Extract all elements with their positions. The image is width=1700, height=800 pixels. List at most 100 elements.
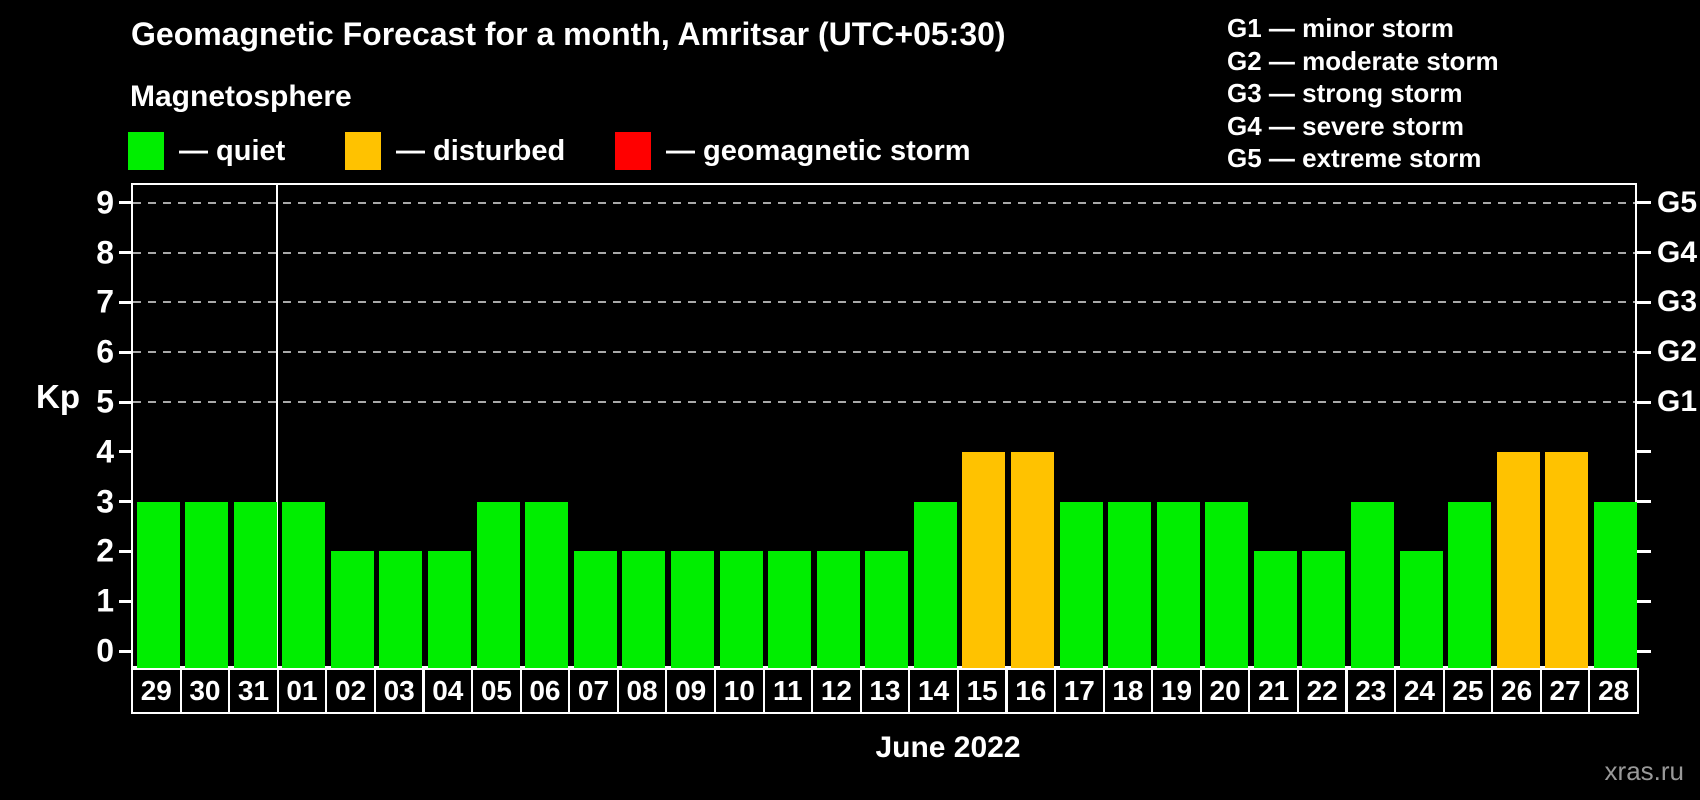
y-tick-label-4: 4 [96, 433, 114, 470]
kp-bar-day-30 [185, 501, 229, 668]
y-axis-tick-left-3 [119, 500, 131, 504]
y-axis-tick-right-4 [1637, 450, 1651, 454]
magnetosphere-label: Magnetosphere [130, 80, 352, 113]
day-label-04: 04 [422, 668, 474, 714]
day-label-31: 31 [228, 668, 279, 714]
day-label-14: 14 [908, 668, 959, 714]
day-label-03: 03 [373, 668, 425, 714]
day-label-16: 16 [1005, 668, 1057, 714]
day-label-15: 15 [956, 668, 1008, 714]
kp-bar-day-14 [913, 501, 957, 668]
g-axis-label-g1: G1 [1657, 385, 1698, 418]
kp-bar-day-24 [1399, 551, 1443, 668]
day-label-06: 06 [519, 668, 571, 714]
kp-bar-day-19 [1156, 501, 1200, 668]
y-axis-tick-right-0 [1637, 649, 1651, 653]
kp-bar-day-12 [816, 551, 860, 668]
legend-item-disturbed: — disturbed [345, 131, 565, 171]
y-axis-tick-left-1 [119, 599, 131, 603]
g-legend-line-g2: G2 — moderate storm [1227, 45, 1499, 76]
kp-bar-day-26 [1496, 451, 1540, 668]
y-axis-tick-left-2 [119, 549, 131, 553]
kp-bar-day-20 [1205, 501, 1249, 668]
kp-bar-day-16 [1011, 451, 1054, 668]
y-axis-tick-left-7 [119, 300, 131, 304]
y-axis-tick-right-7 [1637, 300, 1651, 304]
y-axis-tick-left-4 [119, 450, 131, 454]
quiet-color-swatch [128, 132, 164, 170]
y-axis-tick-left-5 [119, 400, 131, 404]
legend-item-storm: — geomagnetic storm [615, 131, 971, 171]
y-tick-label-2: 2 [96, 532, 114, 569]
day-label-25: 25 [1442, 668, 1494, 714]
day-label-22: 22 [1296, 668, 1348, 714]
y-axis-tick-right-1 [1637, 599, 1651, 603]
month-separator-line [275, 183, 278, 668]
day-label-09: 09 [665, 668, 716, 714]
day-label-13: 13 [859, 668, 911, 714]
kp-bar-day-23 [1351, 501, 1394, 668]
legend-label: — disturbed [396, 134, 566, 167]
kp-bar-day-06 [525, 501, 569, 668]
day-label-11: 11 [762, 668, 814, 714]
g-legend-line-g1: G1 — minor storm [1227, 13, 1454, 43]
kp-bar-day-22 [1302, 551, 1346, 668]
y-axis-tick-left-9 [119, 201, 131, 205]
day-label-02: 02 [325, 668, 376, 714]
kp-bar-day-27 [1545, 451, 1589, 668]
kp-bar-day-01 [282, 501, 326, 668]
day-label-19: 19 [1151, 668, 1202, 714]
y-axis-tick-right-8 [1637, 251, 1651, 255]
g-scale-legend: G1 — minor storm G2 — moderate storm G3 … [1227, 12, 1499, 175]
gridline-kp9 [133, 201, 1635, 204]
kp-bar-day-31 [233, 501, 277, 668]
kp-bar-day-05 [476, 501, 520, 668]
y-tick-label-1: 1 [96, 582, 114, 619]
y-tick-label-8: 8 [96, 234, 114, 271]
y-axis-title: Kp [36, 378, 80, 415]
y-tick-label-0: 0 [96, 632, 114, 669]
day-label-20: 20 [1199, 668, 1251, 714]
kp-bar-day-21 [1253, 551, 1297, 668]
y-axis-tick-right-3 [1637, 500, 1651, 504]
y-axis-tick-left-0 [119, 649, 131, 653]
y-axis-tick-left-6 [119, 350, 131, 354]
y-tick-label-6: 6 [96, 333, 114, 370]
kp-bar-day-07 [573, 551, 617, 668]
day-label-05: 05 [471, 668, 522, 714]
gridline-kp6 [133, 351, 1635, 354]
day-label-17: 17 [1054, 668, 1105, 714]
storm-color-swatch [615, 132, 651, 170]
kp-bar-day-29 [136, 501, 180, 668]
day-label-10: 10 [714, 668, 765, 714]
kp-bar-day-11 [768, 551, 811, 668]
page-title: Geomagnetic Forecast for a month, Amrits… [131, 16, 1006, 52]
x-axis-title: June 2022 [875, 731, 1021, 764]
g-legend-line-g4: G4 — severe storm [1227, 110, 1465, 141]
y-axis-tick-right-2 [1637, 549, 1651, 553]
kp-bar-day-25 [1448, 501, 1492, 668]
day-label-07: 07 [568, 668, 619, 714]
legend-label: — quiet [179, 134, 286, 167]
kp-bar-day-17 [1059, 501, 1103, 668]
g-axis-label-g3: G3 [1657, 285, 1698, 319]
kp-bar-day-09 [670, 551, 714, 668]
g-axis-label-g5: G5 [1657, 185, 1698, 219]
day-label-30: 30 [179, 668, 231, 714]
day-label-27: 27 [1539, 668, 1591, 714]
y-tick-label-9: 9 [96, 184, 114, 221]
kp-bar-day-10 [719, 551, 763, 668]
g-legend-line-g5: G5 — extreme storm [1227, 143, 1482, 173]
legend-label: — geomagnetic storm [666, 134, 971, 167]
g-legend-line-g3: G3 — strong storm [1227, 78, 1463, 108]
day-label-08: 08 [616, 668, 668, 714]
g-axis-label-g4: G4 [1657, 235, 1698, 269]
day-label-01: 01 [276, 668, 328, 714]
gridline-kp8 [133, 251, 1635, 254]
day-label-23: 23 [1345, 668, 1397, 714]
disturbed-color-swatch [345, 132, 381, 170]
day-label-18: 18 [1102, 668, 1154, 714]
gridline-kp7 [133, 301, 1635, 304]
kp-bar-day-13 [865, 551, 909, 668]
